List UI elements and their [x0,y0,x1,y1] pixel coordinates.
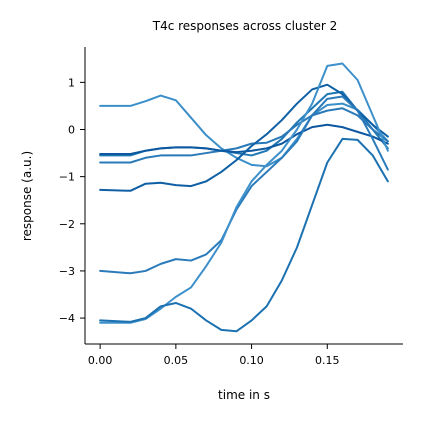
series-line-1 [99,94,389,168]
y-axis-label: response (a.u.) [20,151,34,241]
x-axis-label: time in s [218,388,270,402]
y-tick-label: −3 [59,265,75,278]
series-line-8 [99,137,389,333]
chart-title: T4c responses across cluster 2 [152,19,338,33]
y-tick-label: 1 [68,76,75,89]
series-line-4 [99,123,389,156]
series-group [99,62,389,333]
x-tick-label: 0.10 [239,354,264,367]
series-line-7 [99,62,389,324]
series-line-5 [99,83,389,192]
y-tick-label: −1 [59,171,75,184]
y-tick-label: 0 [68,124,75,137]
x-tick-label: 0.05 [164,354,189,367]
series-line-3 [99,107,389,164]
x-tick-label: 0.15 [315,354,340,367]
y-tick-label: −4 [59,312,75,325]
x-tick-label: 0.00 [88,354,113,367]
x-ticks: 0.00 0.05 0.10 0.15 [88,344,340,367]
series-line-6 [99,95,389,275]
y-tick-label: −2 [59,218,75,231]
y-ticks: −4 −3 −2 −1 0 1 [59,76,85,325]
